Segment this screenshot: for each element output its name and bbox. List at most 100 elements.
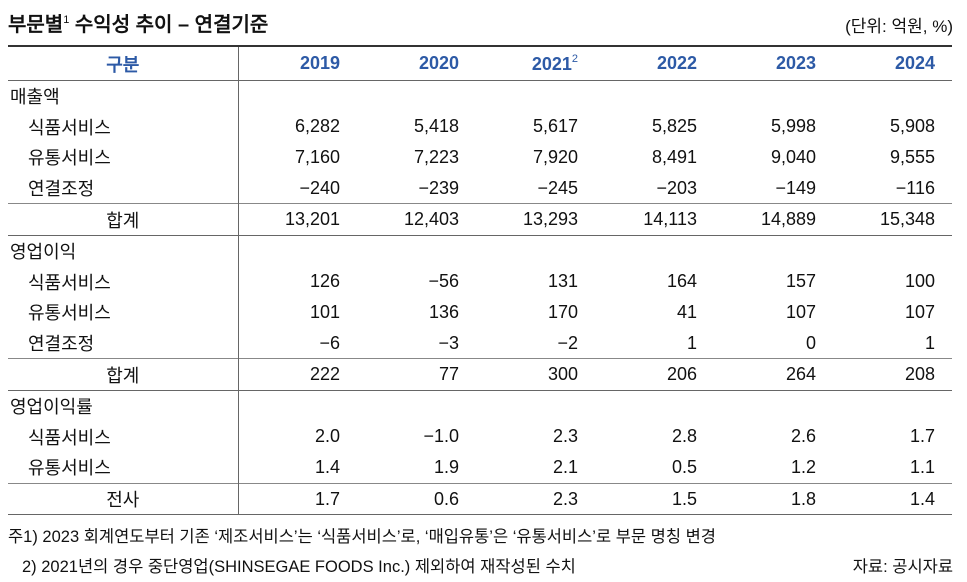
column-header-text: 2020 [418,53,459,73]
section-label: 영업이익 [8,235,239,267]
cell-value: −56 [428,271,459,292]
title: 부문별1 수익성 추이 – 연결기준 [8,8,268,37]
column-header: 2022 [595,45,714,81]
data-row: 연결조정 −240 −239 −245 −203 −149 −116 [8,172,952,204]
section-row: 영업이익 [8,235,952,267]
empty-cell [357,390,476,421]
empty-cell [476,390,595,421]
cell-value: 14,113 [595,203,714,236]
empty-cell [714,81,833,112]
empty-cell [238,235,357,266]
cell-value: −6 [319,332,340,353]
total-row: 합계 222 77 300 206 264 208 [8,358,952,391]
column-header-text: 구분 [106,54,140,75]
cell-value: 41 [676,301,697,322]
cell-value: 1.4 [314,456,340,477]
cell-value: 208 [833,358,952,391]
empty-cell [833,81,952,112]
row-label: 식품서비스 [8,111,239,143]
data-row: 연결조정 −6 −3 −2 1 0 1 [8,327,952,359]
column-header: 2024 [833,45,952,81]
column-header-text: 2021 [531,53,572,74]
cell-value: 1.1 [909,456,935,477]
cell-value: 13,293 [476,203,595,236]
cell-value: 1 [924,332,935,353]
cell-value: −239 [418,177,459,198]
row-label: 식품서비스 [8,421,239,453]
cell-value: 5,617 [532,116,578,137]
cell-value: 1.7 [909,426,935,447]
row-label: 합계 [8,358,239,391]
data-row: 식품서비스 126 −56 131 164 157 100 [8,266,952,298]
cell-value: 1 [686,332,697,353]
cell-value: 9,040 [770,146,816,167]
empty-cell [595,390,714,421]
empty-cell [357,235,476,266]
data-row: 유통서비스 7,160 7,223 7,920 8,491 9,040 9,555 [8,142,952,173]
cell-value: 170 [547,301,578,322]
title-footnote-mark: 1 [63,14,70,26]
table: 구분 2019 2020 20212 2022 2023 2024 매출액 식품서비스 6,28… [8,45,952,516]
cell-value: 264 [714,358,833,391]
unit: (단위: 억원, %) [845,17,953,36]
cell-value: 136 [428,301,459,322]
cell-value: 1.4 [833,482,952,516]
cell-value: 5,998 [770,116,816,137]
column-header: 2019 [238,45,357,81]
cell-value: 126 [309,271,340,292]
empty-cell [476,235,595,266]
row-label: 유통서비스 [8,452,239,484]
column-header-text: 2023 [775,53,816,73]
row-label: 연결조정 [8,172,239,204]
data-row: 식품서비스 6,282 5,418 5,617 5,825 5,998 5,908 [8,111,952,143]
cell-value: 7,160 [294,146,340,167]
cell-value: 1.8 [714,482,833,516]
cell-value: 15,348 [833,203,952,236]
section-label: 매출액 [8,80,239,112]
column-header-text: 2019 [299,53,340,73]
cell-value: 77 [357,358,476,391]
cell-value: 12,403 [357,203,476,236]
cell-value: 7,223 [413,146,459,167]
column-header: 20212 [476,45,595,81]
cell-value: −116 [895,177,935,198]
cell-value: 2.8 [671,426,697,447]
column-footnote-mark: 2 [571,52,578,65]
section-row: 매출액 [8,80,952,112]
cell-value: −2 [557,332,578,353]
footnote: 2) 2021년의 경우 중단영업(SHINSEGAE FOODS Inc.) … [22,558,576,576]
cell-value: 5,825 [651,116,697,137]
header-row: 구분 2019 2020 20212 2022 2023 2024 [8,45,952,81]
cell-value: 1.2 [790,456,816,477]
cell-value: 157 [785,271,816,292]
cell-value: 107 [785,301,816,322]
cell-value: 5,908 [889,116,935,137]
column-header: 구분 [8,45,239,81]
cell-value: 1.9 [433,456,459,477]
cell-value: 2.0 [314,426,340,447]
cell-value: 14,889 [714,203,833,236]
row-label: 연결조정 [8,327,239,359]
empty-cell [357,81,476,112]
data-row: 유통서비스 1.4 1.9 2.1 0.5 1.2 1.1 [8,452,952,484]
row-label: 유통서비스 [8,297,239,328]
cell-value: −245 [537,177,578,198]
cell-value: 0.6 [357,482,476,516]
row-label: 전사 [8,482,239,516]
cell-value: 13,201 [238,203,357,236]
empty-cell [714,390,833,421]
empty-cell [238,81,357,112]
row-label: 합계 [8,203,239,236]
cell-value: 0.5 [671,456,697,477]
cell-value: 222 [238,358,357,391]
table-body: 매출액 식품서비스 6,282 5,418 5,617 5,825 5,998 5,908 유통… [8,80,952,516]
cell-value: 1.7 [238,482,357,516]
cell-value: 101 [309,301,340,322]
column-header: 2020 [357,45,476,81]
cell-value: 2.6 [790,426,816,447]
cell-value: 300 [476,358,595,391]
cell-value: 2.3 [476,482,595,516]
column-header: 2023 [714,45,833,81]
cell-value: 100 [904,271,935,292]
